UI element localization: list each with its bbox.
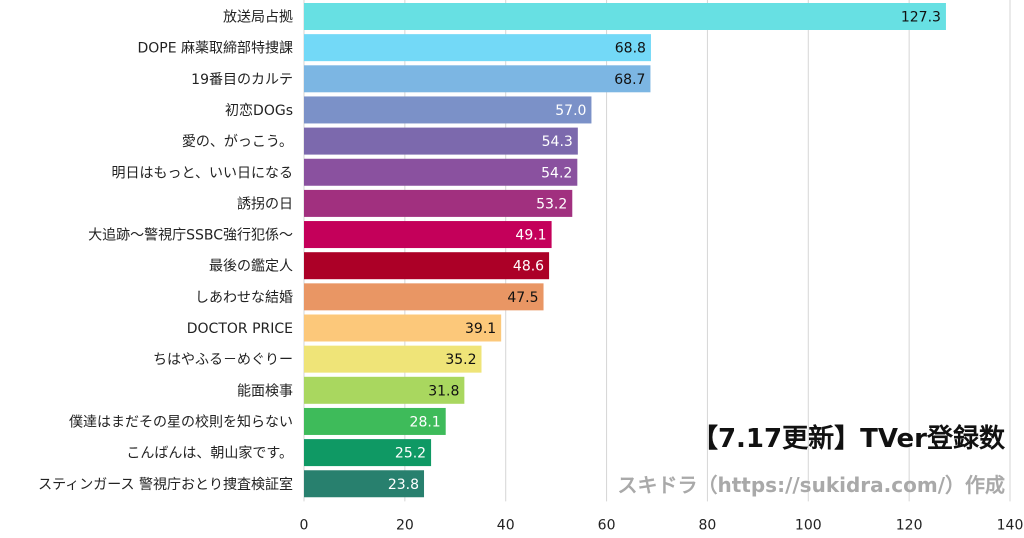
category-label: DOPE 麻薬取締部特捜課 <box>137 40 293 57</box>
category-label: ちはやふる－めぐりー <box>153 352 293 368</box>
category-label: DOCTOR PRICE <box>187 321 293 337</box>
category-label: しあわせな結婚 <box>195 290 293 306</box>
value-label: 127.3 <box>901 10 941 26</box>
bar <box>304 96 592 124</box>
x-tick-label: 80 <box>699 517 717 533</box>
x-tick-label: 60 <box>598 517 616 533</box>
value-label: 49.1 <box>515 228 546 244</box>
value-label: 23.8 <box>388 477 419 493</box>
bar <box>304 439 432 467</box>
value-label: 68.8 <box>615 41 646 57</box>
bar <box>304 221 552 249</box>
bar <box>304 127 578 155</box>
x-tick-label: 40 <box>497 517 515 533</box>
x-tick-label: 120 <box>896 517 923 533</box>
bar <box>304 34 651 62</box>
value-label: 35.2 <box>445 352 476 368</box>
chart-subtitle: スキドラ（https://sukidra.com/）作成 <box>618 473 1006 497</box>
category-label: 誘拐の日 <box>237 196 293 212</box>
value-label: 48.6 <box>513 259 544 275</box>
bar <box>304 65 651 93</box>
bar <box>304 283 544 311</box>
bar <box>304 189 573 217</box>
bar <box>304 345 482 373</box>
bar <box>304 376 465 404</box>
bars <box>304 3 946 498</box>
bar <box>304 470 425 498</box>
x-axis-ticks: 0 20 40 60 80 100 120 140 <box>300 517 1024 533</box>
value-label: 53.2 <box>536 196 567 212</box>
value-labels: 127.3 68.8 68.7 57.0 54.3 54.2 53.2 49.1 48.6 47.… <box>388 10 941 493</box>
value-label: 68.7 <box>614 72 645 88</box>
category-label: 僕達はまだその星の校則を知らない <box>69 413 293 430</box>
category-label: 能面検事 <box>237 383 293 399</box>
x-tick-label: 20 <box>396 517 414 533</box>
category-label: 大追跡～警視庁SSBC強行犯係～ <box>88 228 293 244</box>
bar <box>304 252 550 280</box>
value-label: 39.1 <box>465 321 496 337</box>
value-label: 57.0 <box>555 103 586 119</box>
value-label: 25.2 <box>395 446 426 462</box>
category-label: 愛の、がっこう。 <box>182 134 293 150</box>
category-label: 初恋DOGs <box>225 102 293 119</box>
bar <box>304 158 578 186</box>
x-tick-label: 140 <box>997 517 1024 533</box>
category-label: 放送局占拠 <box>223 10 293 26</box>
x-tick-label: 100 <box>795 517 822 533</box>
category-label: スティンガース 警視庁おとり捜査検証室 <box>38 476 293 493</box>
value-label: 31.8 <box>428 383 459 399</box>
bar <box>304 3 946 30</box>
chart-title: 【7.17更新】TVer登録数 <box>692 423 1006 454</box>
category-label: 明日はもっと、いい日になる <box>112 165 293 181</box>
value-label: 47.5 <box>507 290 538 306</box>
value-label: 54.2 <box>541 165 572 181</box>
category-label: 19番目のカルテ <box>191 72 293 88</box>
category-label: こんばんは、朝山家です。 <box>126 445 293 462</box>
value-label: 54.3 <box>542 134 573 150</box>
bar <box>304 407 446 435</box>
value-label: 28.1 <box>410 414 441 430</box>
bar <box>304 314 502 342</box>
x-tick-label: 0 <box>300 517 309 533</box>
category-label: 最後の鑑定人 <box>209 258 293 275</box>
